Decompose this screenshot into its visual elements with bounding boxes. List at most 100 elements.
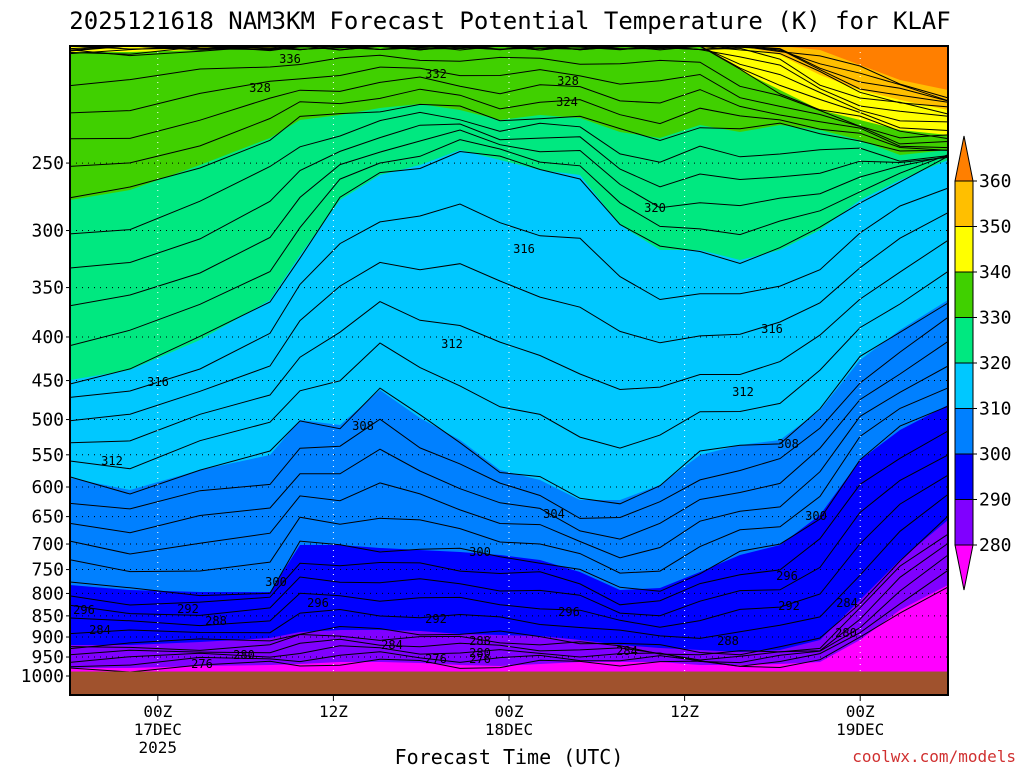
contour-line	[69, 103, 949, 199]
contour-line	[69, 54, 949, 139]
x-tick-label: 19DEC	[836, 720, 884, 739]
y-tick-label: 500	[31, 410, 64, 431]
y-tick-label: 750	[31, 560, 64, 581]
y-tick-label: 800	[31, 583, 64, 604]
x-tick-label: 18DEC	[485, 720, 533, 739]
contour-line	[69, 239, 949, 444]
x-tick-label: 00Z	[143, 702, 172, 721]
contour-line	[69, 129, 949, 307]
x-tick-label: 2025	[139, 738, 178, 757]
contour-label: 316	[147, 375, 169, 389]
colorbar-label: 310	[979, 399, 1012, 420]
contour-label: 300	[265, 575, 287, 589]
contour-line	[69, 270, 949, 470]
y-tick-label: 1000	[21, 666, 64, 687]
contour-label: 292	[425, 612, 447, 626]
contour-line	[69, 139, 949, 347]
x-axis-label: Forecast Time (UTC)	[395, 745, 624, 768]
x-tick-label: 12Z	[319, 702, 348, 721]
contour-label: 304	[543, 507, 565, 521]
contour-line	[69, 66, 949, 145]
contour-label: 296	[558, 605, 580, 619]
colorbar-label: 330	[979, 308, 1012, 329]
colorbar-segment	[954, 362, 974, 409]
ground-surface	[70, 671, 948, 695]
contour-line	[69, 340, 949, 540]
contour-line	[69, 430, 949, 606]
contour-label: 312	[101, 454, 123, 468]
contour-label: 292	[177, 602, 199, 616]
contour-label: 296	[307, 596, 329, 610]
contour-line	[69, 474, 949, 628]
contour-line	[70, 45, 949, 102]
y-axis: 2503003504004505005506006507007508008509…	[21, 153, 70, 687]
isentrope-contours	[69, 45, 949, 673]
contour-label: 324	[556, 95, 578, 109]
contour-line	[69, 586, 949, 673]
contour-label: 328	[557, 74, 579, 88]
x-tick-label: 17DEC	[134, 720, 182, 739]
y-tick-label: 900	[31, 627, 64, 648]
contour-line	[69, 569, 949, 668]
contour-line	[69, 316, 949, 519]
contour-label: 280	[233, 648, 255, 662]
chart-title: 2025121618 NAM3KM Forecast Potential Tem…	[69, 7, 950, 35]
contour-line	[69, 542, 949, 661]
y-tick-label: 950	[31, 647, 64, 668]
contour-label: 296	[776, 569, 798, 583]
colorbar-segment	[954, 408, 974, 455]
colorbar-segment	[954, 499, 974, 546]
y-tick-label: 300	[31, 221, 64, 242]
y-tick-label: 400	[31, 327, 64, 348]
y-tick-label: 600	[31, 477, 64, 498]
contour-label: 336	[279, 52, 301, 66]
contour-line	[69, 405, 949, 597]
colorbar: 360 350 340 330 320 310 300 290 280	[954, 135, 1012, 591]
contour-label: 292	[778, 599, 800, 613]
contour-label: 316	[761, 322, 783, 336]
contour-line	[69, 123, 949, 269]
contour-line	[69, 212, 949, 422]
contour-line	[69, 76, 949, 149]
x-tick-label: 00Z	[846, 702, 875, 721]
credit-label: coolwx.com/models	[852, 747, 1016, 766]
contour-label: 284	[89, 623, 111, 637]
contour-line	[69, 88, 949, 167]
contour-label: 288	[717, 634, 739, 648]
contour-label: 288	[205, 614, 227, 628]
colorbar-label: 290	[979, 490, 1012, 511]
y-tick-label: 850	[31, 606, 64, 627]
contour-label: 280	[835, 626, 857, 640]
contour-line	[69, 533, 949, 656]
contour-label: 284	[616, 644, 638, 658]
contour-label: 328	[249, 81, 271, 95]
contour-line	[69, 187, 949, 398]
x-tick-label: 00Z	[495, 702, 524, 721]
contour-label: 308	[777, 437, 799, 451]
contour-label: 276	[469, 652, 491, 666]
colorbar-label: 280	[979, 535, 1012, 556]
contour-label: 312	[441, 337, 463, 351]
colorbar-segment	[954, 317, 974, 364]
y-tick-label: 550	[31, 445, 64, 466]
contour-line	[69, 387, 949, 574]
contour-label: 308	[352, 419, 374, 433]
contour-line	[69, 302, 949, 505]
contour-label: 316	[513, 242, 535, 256]
x-tick-label: 12Z	[670, 702, 699, 721]
contour-label: 332	[425, 67, 447, 81]
contour-label: 284	[836, 596, 858, 610]
contour-label: 276	[191, 657, 213, 671]
contour-line	[69, 365, 949, 559]
contour-line	[69, 454, 949, 617]
colorbar-label: 300	[979, 444, 1012, 465]
band-330	[70, 46, 948, 200]
colorbar-top-arrow	[954, 135, 974, 182]
colorbar-segment	[954, 271, 974, 318]
contour-label: 280	[469, 646, 491, 660]
band-360	[70, 46, 948, 90]
contour-label: 296	[73, 603, 95, 617]
y-tick-label: 250	[31, 153, 64, 174]
